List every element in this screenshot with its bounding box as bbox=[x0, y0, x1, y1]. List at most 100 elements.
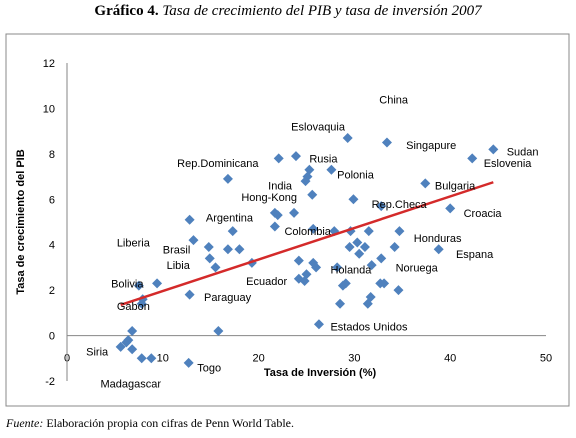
y-axis-label: Tasa de crecimiento del PIB bbox=[15, 149, 27, 294]
data-point bbox=[152, 278, 163, 289]
point-label: Polonia bbox=[337, 169, 375, 181]
data-point bbox=[300, 176, 311, 187]
trend-line bbox=[120, 181, 494, 307]
data-point bbox=[394, 226, 405, 237]
data-point bbox=[352, 237, 363, 248]
data-point bbox=[222, 244, 233, 255]
point-label: Bulgaria bbox=[435, 181, 476, 193]
data-point bbox=[433, 244, 444, 255]
y-tick-label: 10 bbox=[43, 103, 55, 115]
y-tick-label: 6 bbox=[49, 194, 55, 206]
y-tick-label: 0 bbox=[49, 331, 55, 343]
chart-title: Gráfico 4. Tasa de crecimiento del PIB y… bbox=[0, 0, 576, 22]
data-point bbox=[467, 153, 478, 164]
point-label: Singapure bbox=[406, 140, 456, 152]
data-point bbox=[342, 132, 353, 143]
data-point bbox=[488, 144, 499, 155]
point-label: Colombia bbox=[284, 226, 331, 238]
source-text: Elaboración propia con cifras de Penn Wo… bbox=[46, 416, 294, 430]
data-point bbox=[308, 223, 319, 234]
point-label: Noruega bbox=[396, 262, 439, 274]
data-point bbox=[136, 353, 147, 364]
data-point bbox=[272, 210, 283, 221]
data-point bbox=[115, 341, 126, 352]
point-label: Hong-Kong bbox=[241, 192, 297, 204]
point-label: Siria bbox=[86, 346, 109, 358]
point-label: Honduras bbox=[414, 233, 462, 245]
scatter-chart: -2 0 2 4 6 8 10 12 0 10 20 30 40 50 China Eslovaquia S… bbox=[5, 33, 570, 407]
chart-number: Gráfico 4. bbox=[94, 3, 159, 19]
point-label: Rep.Checa bbox=[372, 199, 428, 211]
point-label: Eslovaquia bbox=[291, 122, 346, 134]
y-tick-label: -2 bbox=[45, 376, 55, 388]
data-point bbox=[227, 226, 238, 237]
data-point bbox=[188, 235, 199, 246]
data-point bbox=[311, 262, 322, 273]
x-tick-label: 20 bbox=[252, 353, 264, 365]
data-point bbox=[379, 278, 390, 289]
data-point bbox=[363, 226, 374, 237]
data-point bbox=[376, 253, 387, 264]
data-point bbox=[389, 241, 400, 252]
data-point bbox=[127, 344, 138, 355]
data-point bbox=[299, 276, 310, 287]
point-label: Rep.Dominicana bbox=[177, 158, 259, 170]
data-point bbox=[289, 207, 300, 218]
y-tick-label: 12 bbox=[43, 58, 55, 70]
point-label: Libia bbox=[167, 260, 191, 272]
data-point bbox=[222, 173, 233, 184]
x-tick-label: 30 bbox=[348, 353, 360, 365]
data-point bbox=[366, 260, 377, 271]
data-point bbox=[313, 319, 324, 330]
point-label: Sudan bbox=[507, 147, 539, 159]
data-point bbox=[307, 189, 318, 200]
point-label: Estados Unidos bbox=[330, 321, 408, 333]
data-point bbox=[293, 255, 304, 266]
data-point bbox=[133, 280, 144, 291]
data-point bbox=[183, 357, 194, 368]
x-tick-label: 50 bbox=[540, 353, 552, 365]
data-point bbox=[359, 241, 370, 252]
data-point bbox=[273, 153, 284, 164]
data-point bbox=[136, 298, 147, 309]
point-label: India bbox=[268, 181, 293, 193]
data-point bbox=[184, 214, 195, 225]
point-label: Brasil bbox=[163, 244, 191, 256]
data-point bbox=[210, 262, 221, 273]
data-point bbox=[337, 280, 348, 291]
data-point bbox=[362, 298, 373, 309]
point-label: Espana bbox=[456, 249, 494, 261]
data-point bbox=[121, 337, 132, 348]
data-point bbox=[393, 285, 404, 296]
data-point bbox=[127, 326, 138, 337]
source-note: Fuente: Elaboración propia con cifras de… bbox=[6, 416, 294, 431]
data-point bbox=[344, 241, 355, 252]
data-point bbox=[326, 164, 337, 175]
point-label: Holanda bbox=[330, 265, 372, 277]
data-point bbox=[381, 137, 392, 148]
y-tick-label: 2 bbox=[49, 285, 55, 297]
data-point bbox=[204, 253, 215, 264]
data-point bbox=[213, 326, 224, 337]
data-point bbox=[269, 221, 280, 232]
source-label: Fuente: bbox=[6, 416, 44, 430]
y-tick-label: 4 bbox=[49, 240, 55, 252]
x-tick-label: 40 bbox=[444, 353, 456, 365]
data-point bbox=[332, 262, 343, 273]
point-label: Argentina bbox=[206, 212, 254, 224]
point-label: Ecuador bbox=[246, 276, 287, 288]
point-label: Togo bbox=[197, 362, 221, 374]
data-point bbox=[348, 194, 359, 205]
data-point bbox=[335, 298, 346, 309]
data-point bbox=[420, 178, 431, 189]
data-point bbox=[354, 248, 365, 259]
y-tick-labels: -2 0 2 4 6 8 10 12 bbox=[43, 58, 55, 388]
data-point bbox=[376, 201, 387, 212]
data-points bbox=[115, 132, 499, 368]
y-tick-label: 8 bbox=[49, 149, 55, 161]
data-point bbox=[290, 151, 301, 162]
data-point bbox=[203, 241, 214, 252]
point-label: Paraguay bbox=[204, 292, 252, 304]
data-point bbox=[445, 203, 456, 214]
